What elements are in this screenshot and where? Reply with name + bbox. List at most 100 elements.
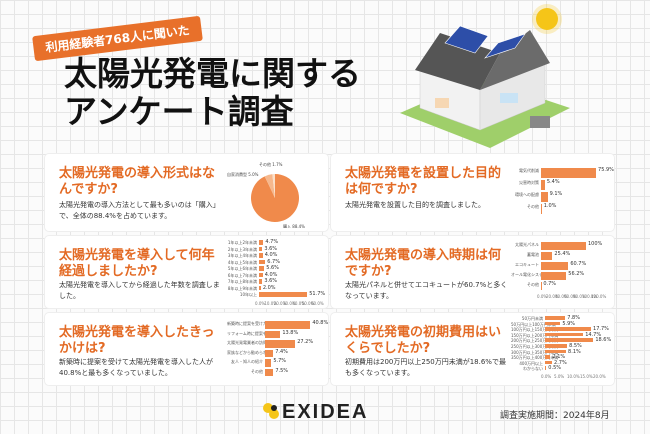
- card-description: 初期費用は200万円以上250万円未満が18.6%で最も多くなっています。: [345, 358, 506, 377]
- axis-tick-label: 40.0%: [555, 294, 568, 299]
- bar-category-label: エコキュート: [515, 262, 539, 267]
- bar-category-label: 家族などから勧められた: [227, 349, 271, 355]
- pie-label: 購入 88.4%: [283, 223, 305, 228]
- axis-tick-label: 20.0%: [273, 300, 287, 306]
- bar-category-label: 4年以上5年未満: [227, 259, 257, 265]
- card-purpose: 太陽光発電を設置した目的は何ですか? 太陽光発電を設置した目的を調査しました。 …: [331, 154, 614, 231]
- axis-tick-label: 20.0%: [593, 374, 606, 379]
- bar-category-label: 150万円以上200万円未満: [511, 332, 559, 338]
- bar-value-label: 7.4%: [275, 348, 288, 355]
- bar: [545, 366, 547, 370]
- sun-icon: [536, 8, 558, 30]
- bar: [259, 266, 265, 271]
- bar: [265, 349, 274, 357]
- bar-value-label: 75.9%: [598, 167, 614, 173]
- pie-label: その他 1.7%: [259, 161, 283, 167]
- bar: [259, 253, 263, 258]
- bar-category-label: 50万円以上100万円未満: [511, 321, 556, 327]
- purpose-bar-chart: 電気代削減 75.9% 災害時対策 5.4% 環境への配慮 9.1% その他 1.0%: [511, 162, 614, 224]
- title-line-1: 太陽光発電に関する: [64, 54, 361, 93]
- axis-tick-label: 100.0%: [582, 294, 598, 299]
- bar: [541, 204, 542, 214]
- bar-category-label: 5年以上6年未満: [227, 266, 257, 271]
- axis-tick-label: 10.0%: [264, 300, 278, 306]
- bar-value-label: 27.2%: [297, 339, 314, 345]
- bar-value-label: 60.7%: [570, 261, 587, 267]
- exidea-logo-icon: [263, 403, 279, 419]
- card-initial-cost: 太陽光発電の初期費用はいくらでしたか? 初期費用は200万円以上250万円未満が…: [331, 313, 614, 385]
- bar-value-label: 5.4%: [546, 179, 560, 185]
- bar-category-label: 250万円以上300万円未満: [511, 344, 559, 349]
- bar-value-label: 40.8%: [312, 320, 329, 326]
- axis-tick-label: 0.0%: [537, 294, 548, 299]
- timing-bar-chart: 太陽光パネル 100% 蓄電池 25.4% エコキュート 60.7% オール電化システム 56…: [511, 240, 611, 306]
- bar-value-label: 17.7%: [593, 326, 609, 333]
- bar-category-label: その他: [527, 204, 539, 209]
- bar-value-label: 51.7%: [309, 291, 326, 297]
- bar: [545, 316, 566, 320]
- bar-category-label: 災害時対策: [519, 180, 539, 185]
- bar-category-label: 2年以上3年未満: [227, 246, 257, 252]
- bar: [545, 338, 594, 342]
- bar-category-label: 新築時に提案を受けた: [227, 321, 267, 326]
- bar-value-label: 1.0%: [543, 203, 557, 209]
- bar: [265, 368, 274, 376]
- bar-category-label: その他: [251, 368, 263, 374]
- bar-category-label: わからない: [523, 366, 543, 372]
- bar-category-label: 6年以上7年未満: [227, 272, 257, 278]
- bar-category-label: 蓄電池: [527, 252, 539, 257]
- bar-category-label: 環境への配慮: [515, 192, 539, 197]
- bar-value-label: 2.1%: [552, 354, 566, 361]
- bar-value-label: 8.5%: [569, 343, 582, 349]
- bar-category-label: 3年以上4年未満: [227, 253, 257, 258]
- bar: [545, 332, 584, 337]
- bar: [545, 344, 568, 348]
- bar-value-label: 13.8%: [282, 329, 299, 336]
- bar: [545, 321, 561, 326]
- axis-tick-label: 50.0%: [301, 300, 315, 306]
- bar: [541, 252, 553, 260]
- bar-value-label: 25.4%: [554, 251, 571, 257]
- bar-value-label: 2.7%: [554, 359, 567, 366]
- bar-category-label: 400万円以上: [519, 360, 543, 366]
- bar-category-label: リフォーム時に提案を受けた: [227, 330, 279, 336]
- bar: [545, 355, 551, 359]
- bar-value-label: 4.7%: [265, 239, 279, 245]
- card-description: 太陽光発電を設置した目的を調査しました。: [345, 201, 485, 209]
- bar-value-label: 5.6%: [266, 265, 279, 271]
- bar-category-label: 10年以上: [239, 292, 257, 297]
- axis-tick-label: 0.0%: [541, 374, 552, 379]
- bar-value-label: 8.1%: [568, 348, 581, 355]
- axis-tick-label: 10.0%: [567, 374, 580, 379]
- bar-category-label: 300万円以上350万円未満: [511, 349, 559, 355]
- bar-value-label: 56.2%: [568, 271, 585, 277]
- bar: [259, 285, 261, 290]
- bar-value-label: 0.7%: [543, 281, 557, 287]
- cost-bar-chart: 50万円未満 7.8% 50万円以上100万円未満 5.9% 100万円以上150万円未…: [511, 315, 611, 384]
- bar: [541, 192, 548, 202]
- bar: [541, 242, 586, 250]
- bar: [541, 272, 567, 280]
- bar: [259, 240, 264, 245]
- bar-category-label: 50万円未満: [521, 316, 543, 321]
- card-description: 新築時に提案を受けて太陽光発電を導入した人が40.8%と最も多くなっていました。: [59, 358, 213, 377]
- axis-tick-label: 20.0%: [546, 294, 559, 299]
- bar: [545, 360, 553, 365]
- bar-value-label: 2.0%: [262, 284, 276, 291]
- bar-category-label: 100万円以上150万円未満: [511, 327, 559, 333]
- bar-category-label: 太陽光発電業者の訪問販売: [227, 340, 275, 345]
- axis-tick-label: 0.0%: [255, 300, 266, 306]
- axis-tick-label: 120.0%: [591, 294, 607, 299]
- bar: [545, 349, 567, 354]
- bar-category-label: 7年以上8年未満: [227, 279, 257, 284]
- axis-tick-label: 60.0%: [311, 300, 324, 306]
- axis-tick-label: 40.0%: [292, 300, 306, 306]
- title-line-2: アンケート調査: [64, 92, 294, 131]
- bar: [259, 246, 263, 251]
- pie-slice: [272, 174, 275, 198]
- bar-category-label: 350万円以上400万円未満: [511, 355, 559, 361]
- years-bar-chart: 1年以上2年未満 4.7% 2年以上3年未満 3.6% 3年以上4年未満 4.0% 4年以上…: [227, 239, 327, 306]
- page-title: 太陽光発電に関する アンケート調査: [64, 55, 361, 131]
- bar-value-label: 3.6%: [264, 278, 278, 284]
- card-question: 太陽光発電の導入形式はなんですか?: [59, 166, 216, 197]
